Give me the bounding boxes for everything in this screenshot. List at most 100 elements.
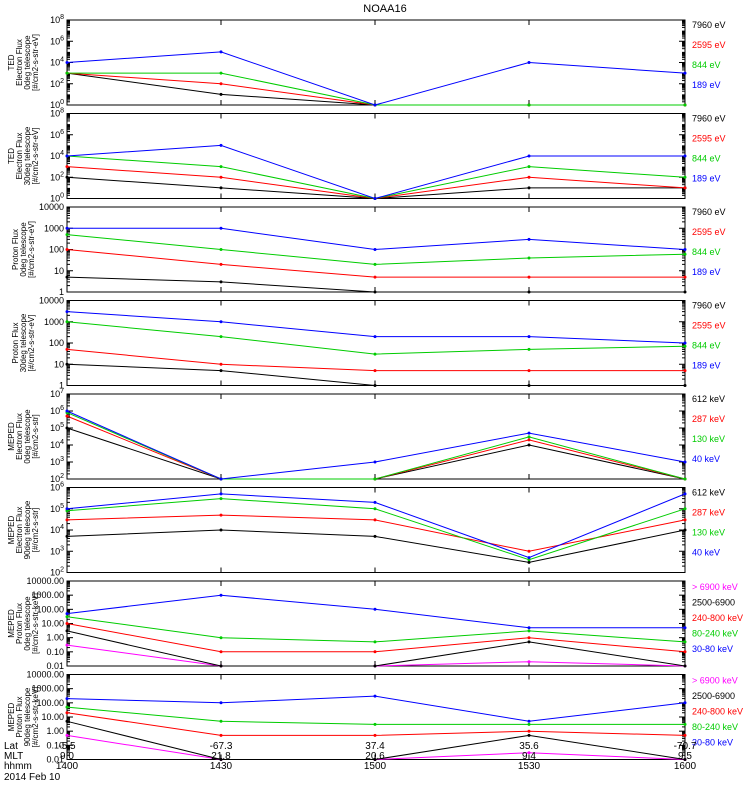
series-line-3 xyxy=(66,155,686,200)
y-tick-label: 103 xyxy=(50,456,64,467)
legend-entry: 612 keV xyxy=(692,394,725,404)
data-point xyxy=(65,697,69,701)
y-tick-label: 100 xyxy=(50,99,64,110)
data-point xyxy=(683,275,687,279)
data-point xyxy=(527,290,531,294)
data-point xyxy=(373,197,377,200)
y-tick-label: 104 xyxy=(50,524,64,535)
panel-1: 100 102 104 106 108 TED Electron Flux 0deg tele… xyxy=(7,14,726,110)
y-axis-label: 90deg telescope xyxy=(23,500,32,559)
data-point xyxy=(683,369,687,373)
y-axis-label: Proton Flux xyxy=(15,697,24,738)
x-tick-label: 20.6 xyxy=(365,751,385,762)
data-point xyxy=(219,513,223,517)
y-tick-label: 1000 xyxy=(44,223,64,233)
data-point xyxy=(683,175,687,179)
y-axis-label: [#/cm2-s-str-eV] xyxy=(27,221,36,278)
data-point xyxy=(373,507,377,511)
data-point xyxy=(373,477,377,481)
data-point xyxy=(219,636,223,640)
y-tick-label: 106 xyxy=(50,35,64,46)
y-tick-label: 102 xyxy=(50,78,64,89)
series-line-2 xyxy=(66,348,685,372)
data-point xyxy=(527,237,531,241)
data-point xyxy=(65,248,69,251)
panel-8: 0.01 0.10 1.00 10.00 100.00 1000.00 10000.00 ME… xyxy=(7,670,743,765)
y-tick-label: 10000.00 xyxy=(26,670,64,680)
y-tick-label: 10000 xyxy=(39,202,64,212)
x-tick-label: 1530 xyxy=(518,761,541,772)
x-tick-label: 35.6 xyxy=(519,741,539,752)
y-tick-label: 1.00 xyxy=(46,633,64,643)
series-line-5 xyxy=(66,594,685,629)
data-point xyxy=(527,629,531,633)
y-axis-label: MEPED xyxy=(7,516,16,545)
data-point xyxy=(219,701,223,705)
data-point xyxy=(65,71,69,75)
data-point xyxy=(219,497,223,501)
data-point xyxy=(527,165,531,169)
y-tick-label: 103 xyxy=(50,545,64,556)
x-tick-label: 1430 xyxy=(210,761,233,772)
panel-4: 1 10 100 1000 10000 Proton Flux 30deg telescop… xyxy=(11,296,726,391)
data-point xyxy=(527,751,531,755)
data-point xyxy=(373,335,377,339)
data-point xyxy=(527,103,531,107)
legend-entry: 30-80 keV xyxy=(692,738,733,748)
panel-frame xyxy=(66,393,686,480)
data-point xyxy=(527,275,531,279)
x-tick-label: 1500 xyxy=(364,761,387,772)
data-point xyxy=(527,347,531,351)
y-axis-label: Proton Flux xyxy=(15,603,24,644)
data-point xyxy=(527,438,531,442)
y-tick-label: 106 xyxy=(50,482,64,493)
data-point xyxy=(65,534,69,538)
data-point xyxy=(527,186,531,190)
y-axis-label: Electron Flux xyxy=(15,507,24,554)
y-tick-label: 100.00 xyxy=(36,604,64,614)
data-point xyxy=(219,165,223,169)
legend-entry: 240-800 keV xyxy=(692,707,743,717)
y-axis-label: [#/cm2-s-str] xyxy=(31,508,40,552)
series-line-1 xyxy=(66,72,685,106)
data-point xyxy=(219,50,223,54)
x-row-label: Lat xyxy=(4,741,18,752)
panel-5: 102 103 104 105 106 107 MEPED Electron Flux 0deg… xyxy=(7,388,725,484)
legend-entry: 844 eV xyxy=(692,60,721,70)
data-point xyxy=(65,615,69,619)
data-point xyxy=(373,722,377,726)
legend-entry: 7960 eV xyxy=(692,207,726,217)
y-tick-label: 102 xyxy=(50,473,64,484)
data-point xyxy=(683,460,687,464)
x-tick-label: -5.5 xyxy=(58,741,76,752)
y-axis-label: MEPED xyxy=(7,703,16,732)
data-point xyxy=(527,722,531,726)
y-axis-label: Proton Flux xyxy=(11,323,20,364)
data-point xyxy=(683,758,687,761)
data-point xyxy=(65,154,69,158)
data-point xyxy=(219,477,223,481)
y-axis-label: TED xyxy=(7,148,16,164)
series-line-2 xyxy=(66,630,686,667)
data-point xyxy=(65,226,69,230)
data-point xyxy=(683,341,687,345)
data-point xyxy=(373,650,377,654)
y-tick-label: 0.01 xyxy=(46,755,64,765)
series-line-4 xyxy=(66,616,686,643)
data-point xyxy=(65,414,69,418)
data-point xyxy=(219,650,223,654)
legend-entry: 7960 eV xyxy=(692,114,726,124)
data-point xyxy=(527,560,531,564)
data-point xyxy=(65,622,69,625)
data-point xyxy=(373,460,377,464)
legend-entry: > 6900 keV xyxy=(692,676,738,686)
series-line-4 xyxy=(67,227,686,251)
data-point xyxy=(219,248,223,251)
legend-entry: 189 eV xyxy=(692,361,721,371)
y-axis-label: 0deg telescope xyxy=(23,409,32,464)
data-point xyxy=(219,369,223,373)
data-point xyxy=(527,640,531,644)
series-line-2 xyxy=(66,72,685,106)
series-line-3 xyxy=(66,412,686,480)
legend-entry: 2595 eV xyxy=(692,321,726,331)
